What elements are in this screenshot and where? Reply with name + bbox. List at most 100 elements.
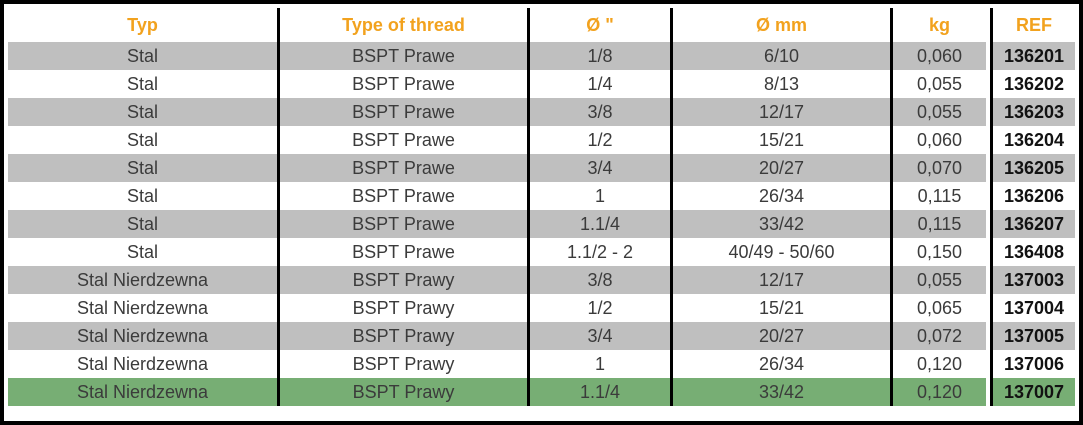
table-cell-ref: 137006 <box>990 350 1075 378</box>
table-cell-diameter-mm: 12/17 <box>670 266 890 294</box>
column-header-diameter-inch: Ø " <box>527 8 670 42</box>
table-cell-diameter-inch: 3/4 <box>527 154 670 182</box>
table-cell-kg: 0,150 <box>890 238 986 266</box>
table-cell-typ: Stal Nierdzewna <box>8 322 277 350</box>
table-cell-thread: BSPT Prawe <box>277 182 527 210</box>
table-header-row: Typ Type of thread Ø " Ø mm kg REF <box>8 8 1079 42</box>
table-cell-kg: 0,072 <box>890 322 986 350</box>
table-cell-diameter-mm: 20/27 <box>670 322 890 350</box>
table-cell-thread: BSPT Prawy <box>277 322 527 350</box>
table-cell-diameter-mm: 8/13 <box>670 70 890 98</box>
table-cell-typ: Stal <box>8 70 277 98</box>
table-cell-diameter-mm: 12/17 <box>670 98 890 126</box>
table-row: Stal BSPT Prawe 1/2 15/21 0,060 136204 <box>8 126 1079 154</box>
table-cell-thread: BSPT Prawe <box>277 210 527 238</box>
table-row: Stal Nierdzewna BSPT Prawy 1 26/34 0,120 1370… <box>8 350 1079 378</box>
table-cell-thread: BSPT Prawe <box>277 42 527 70</box>
table-cell-thread: BSPT Prawy <box>277 378 527 406</box>
table-cell-diameter-mm: 6/10 <box>670 42 890 70</box>
column-header-kg: kg <box>890 8 986 42</box>
table-cell-kg: 0,060 <box>890 126 986 154</box>
table-cell-diameter-inch: 1 <box>527 350 670 378</box>
table-cell-diameter-mm: 15/21 <box>670 126 890 154</box>
table-cell-diameter-inch: 1/4 <box>527 70 670 98</box>
table-row: Stal BSPT Prawe 1/8 6/10 0,060 136201 <box>8 42 1079 70</box>
table-cell-thread: BSPT Prawy <box>277 294 527 322</box>
table-row: Stal Nierdzewna BSPT Prawy 3/8 12/17 0,055 13… <box>8 266 1079 294</box>
table-row-highlighted: Stal Nierdzewna BSPT Prawy 1.1/4 33/42 0,120… <box>8 378 1079 406</box>
column-header-ref: REF <box>990 8 1075 42</box>
table-cell-typ: Stal Nierdzewna <box>8 350 277 378</box>
table-cell-thread: BSPT Prawe <box>277 126 527 154</box>
table-cell-kg: 0,055 <box>890 70 986 98</box>
table-row: Stal BSPT Prawe 1/4 8/13 0,055 136202 <box>8 70 1079 98</box>
table-cell-ref: 137003 <box>990 266 1075 294</box>
table-cell-thread: BSPT Prawe <box>277 238 527 266</box>
table-cell-typ: Stal <box>8 210 277 238</box>
table-cell-typ: Stal Nierdzewna <box>8 378 277 406</box>
table-body: Stal BSPT Prawe 1/8 6/10 0,060 136201 Stal BSPT… <box>8 42 1079 406</box>
table-row: Stal BSPT Prawe 3/4 20/27 0,070 136205 <box>8 154 1079 182</box>
table-cell-diameter-inch: 3/8 <box>527 98 670 126</box>
table-row: Stal Nierdzewna BSPT Prawy 3/4 20/27 0,072 13… <box>8 322 1079 350</box>
table-cell-diameter-inch: 1 <box>527 182 670 210</box>
table-cell-diameter-inch: 1/8 <box>527 42 670 70</box>
table-cell-typ: Stal Nierdzewna <box>8 294 277 322</box>
table-cell-kg: 0,120 <box>890 350 986 378</box>
table-cell-typ: Stal <box>8 42 277 70</box>
table-cell-diameter-mm: 20/27 <box>670 154 890 182</box>
table-cell-kg: 0,115 <box>890 210 986 238</box>
table-row: Stal BSPT Prawe 1 26/34 0,115 136206 <box>8 182 1079 210</box>
column-header-type-of-thread: Type of thread <box>277 8 527 42</box>
table-cell-ref: 137004 <box>990 294 1075 322</box>
column-header-typ: Typ <box>8 8 277 42</box>
table-cell-diameter-mm: 33/42 <box>670 378 890 406</box>
table-cell-diameter-inch: 1/2 <box>527 294 670 322</box>
table-cell-ref: 136202 <box>990 70 1075 98</box>
table-cell-diameter-inch: 3/4 <box>527 322 670 350</box>
table-cell-kg: 0,065 <box>890 294 986 322</box>
table-cell-typ: Stal <box>8 154 277 182</box>
table-cell-typ: Stal Nierdzewna <box>8 266 277 294</box>
table-cell-kg: 0,120 <box>890 378 986 406</box>
table-cell-diameter-mm: 33/42 <box>670 210 890 238</box>
table-cell-thread: BSPT Prawe <box>277 70 527 98</box>
table-cell-kg: 0,055 <box>890 98 986 126</box>
table-row: Stal BSPT Prawe 1.1/2 - 2 40/49 - 50/60 0,15… <box>8 238 1079 266</box>
table-cell-thread: BSPT Prawy <box>277 350 527 378</box>
table-cell-ref: 136408 <box>990 238 1075 266</box>
table-row: Stal BSPT Prawe 1.1/4 33/42 0,115 136207 <box>8 210 1079 238</box>
table-cell-diameter-inch: 1.1/4 <box>527 378 670 406</box>
table-cell-ref: 136206 <box>990 182 1075 210</box>
table-cell-ref: 136207 <box>990 210 1075 238</box>
table-cell-kg: 0,115 <box>890 182 986 210</box>
table-row: Stal Nierdzewna BSPT Prawy 1/2 15/21 0,065 13… <box>8 294 1079 322</box>
table-cell-thread: BSPT Prawe <box>277 154 527 182</box>
table-cell-typ: Stal <box>8 98 277 126</box>
column-header-diameter-mm: Ø mm <box>670 8 890 42</box>
table-cell-ref: 137007 <box>990 378 1075 406</box>
table-row: Stal BSPT Prawe 3/8 12/17 0,055 136203 <box>8 98 1079 126</box>
table-cell-diameter-mm: 40/49 - 50/60 <box>670 238 890 266</box>
table-cell-ref: 136201 <box>990 42 1075 70</box>
table-cell-ref: 137005 <box>990 322 1075 350</box>
table-cell-diameter-mm: 26/34 <box>670 350 890 378</box>
table-cell-ref: 136204 <box>990 126 1075 154</box>
table-cell-diameter-mm: 15/21 <box>670 294 890 322</box>
table-cell-kg: 0,060 <box>890 42 986 70</box>
table-cell-ref: 136203 <box>990 98 1075 126</box>
table-cell-diameter-inch: 1/2 <box>527 126 670 154</box>
table-cell-thread: BSPT Prawe <box>277 98 527 126</box>
table-cell-kg: 0,055 <box>890 266 986 294</box>
table-cell-typ: Stal <box>8 182 277 210</box>
table-cell-diameter-inch: 1.1/4 <box>527 210 670 238</box>
table-cell-thread: BSPT Prawy <box>277 266 527 294</box>
table-cell-typ: Stal <box>8 126 277 154</box>
table-cell-typ: Stal <box>8 238 277 266</box>
table-cell-kg: 0,070 <box>890 154 986 182</box>
table-cell-ref: 136205 <box>990 154 1075 182</box>
table-cell-diameter-mm: 26/34 <box>670 182 890 210</box>
table-cell-diameter-inch: 3/8 <box>527 266 670 294</box>
table-cell-diameter-inch: 1.1/2 - 2 <box>527 238 670 266</box>
